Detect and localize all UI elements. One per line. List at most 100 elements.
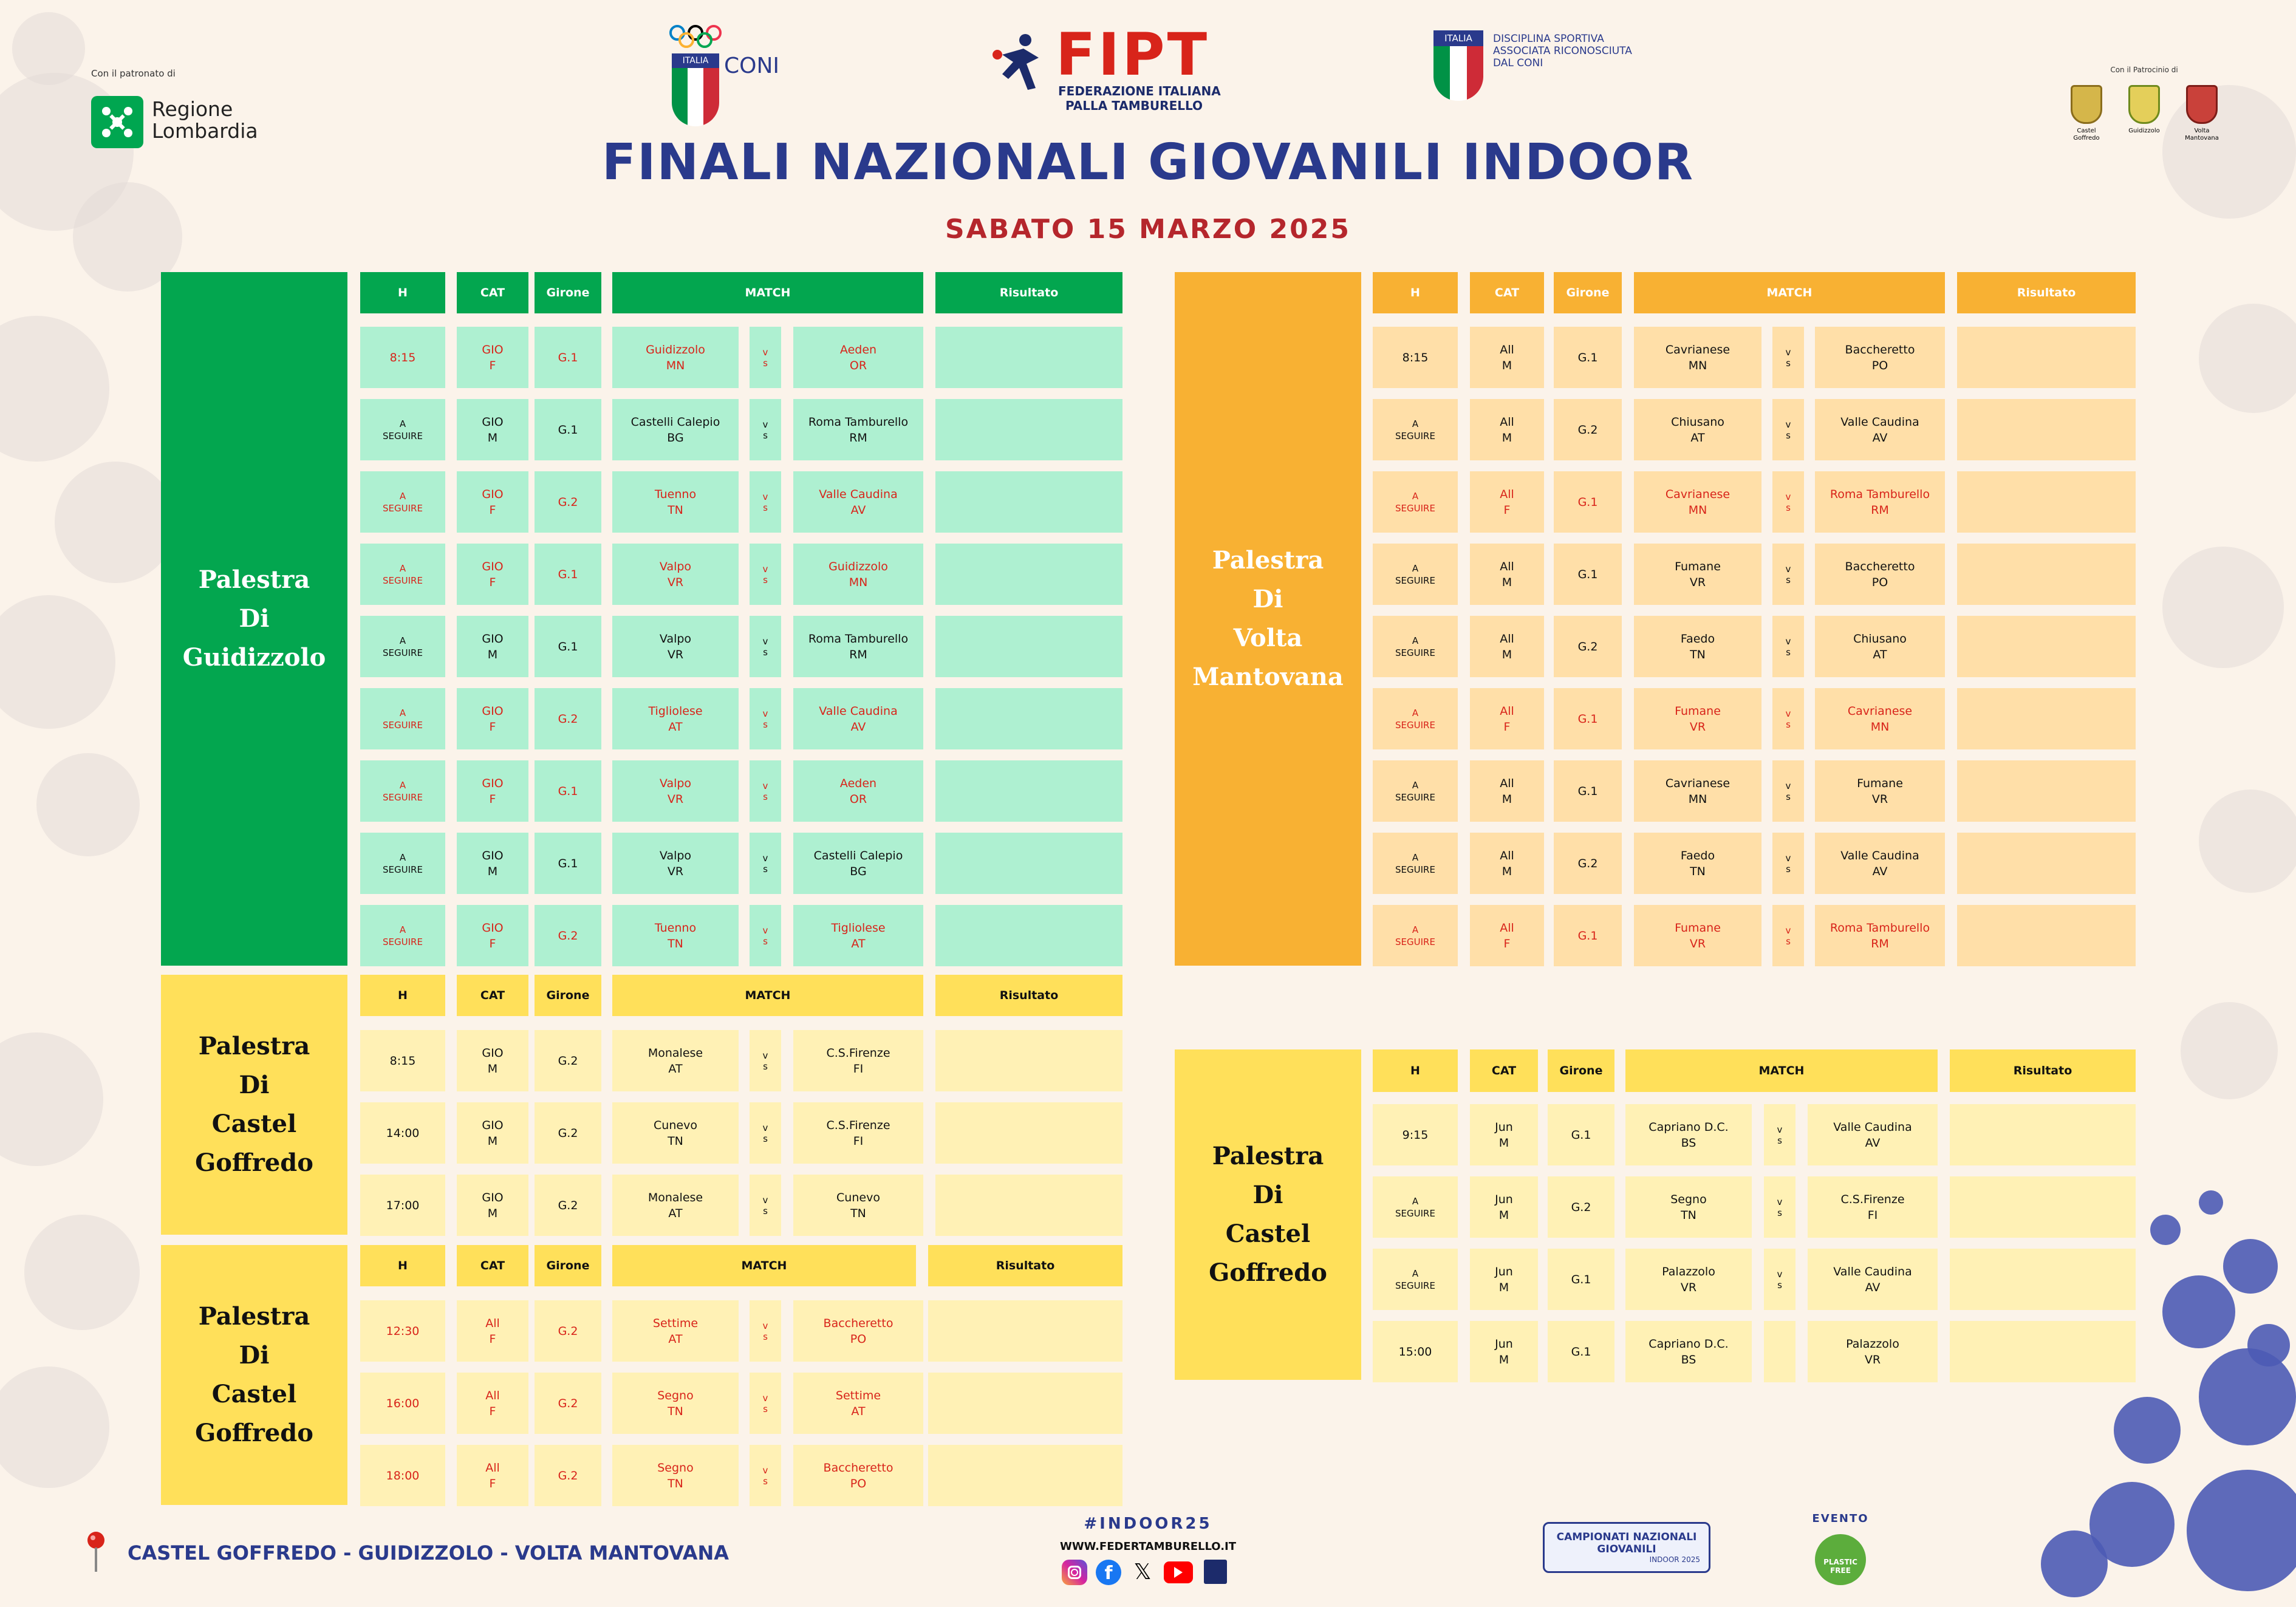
result-field[interactable] — [928, 1373, 1122, 1434]
match-h: A SEGUIRE — [1373, 905, 1458, 966]
result-field[interactable] — [935, 1102, 1122, 1164]
header-girone: Girone — [1548, 1049, 1614, 1092]
result-field[interactable] — [935, 1030, 1122, 1091]
olympic-rings-icon — [669, 25, 722, 48]
match-h: A SEGUIRE — [360, 471, 445, 533]
match-girone: G.2 — [535, 471, 601, 533]
result-field[interactable] — [935, 471, 1122, 533]
instagram-icon[interactable] — [1062, 1560, 1087, 1585]
result-field[interactable] — [935, 760, 1122, 822]
match-cat: All F — [1470, 471, 1544, 533]
match-girone: G.1 — [1554, 688, 1622, 749]
result-field[interactable] — [935, 688, 1122, 749]
fipt-small-icon[interactable] — [1204, 1560, 1227, 1584]
campionati-nazionali-badge: CAMPIONATI NAZIONALI GIOVANILI INDOOR 20… — [1543, 1522, 1710, 1573]
match-girone: G.2 — [535, 1445, 601, 1506]
result-field[interactable] — [1950, 1249, 2136, 1310]
match-a: Cavrianese MN — [1634, 327, 1761, 388]
match-h: 12:30 — [360, 1300, 445, 1362]
match-girone: G.1 — [535, 833, 601, 894]
coni-logo: ITALIA CONI — [668, 24, 779, 126]
match-a: Segno TN — [612, 1373, 739, 1434]
result-field[interactable] — [1957, 905, 2136, 966]
page-subtitle: SABATO 15 MARZO 2025 — [945, 214, 1351, 245]
header-risultato: Risultato — [935, 975, 1122, 1016]
website-link[interactable]: WWW.FEDERTAMBURELLO.IT — [1059, 1540, 1237, 1553]
result-field[interactable] — [1957, 616, 2136, 677]
match-girone: G.2 — [535, 905, 601, 966]
social-icons: f 𝕏 — [1062, 1560, 1227, 1585]
match-a: Fumane VR — [1634, 544, 1761, 605]
match-b: Roma Tamburello RM — [1815, 905, 1945, 966]
match-girone: G.2 — [1554, 399, 1622, 460]
match-cat: GIO M — [457, 1102, 528, 1164]
match-b: Baccheretto PO — [1815, 544, 1945, 605]
x-icon[interactable]: 𝕏 — [1133, 1560, 1152, 1585]
match-girone: G.1 — [1548, 1104, 1614, 1165]
result-field[interactable] — [1957, 399, 2136, 460]
disciplina-logo: ITALIA DISCIPLINA SPORTIVA ASSOCIATA RIC… — [1433, 30, 1632, 103]
header-cat: CAT — [1470, 272, 1544, 313]
result-field[interactable] — [1950, 1176, 2136, 1238]
header-girone: Girone — [535, 1245, 601, 1286]
match-b: Aeden OR — [793, 760, 923, 822]
match-cat: GIO F — [457, 327, 528, 388]
fipt-wordmark: FIPT — [1056, 21, 1210, 89]
header-match: MATCH — [1634, 272, 1945, 313]
result-field[interactable] — [1957, 327, 2136, 388]
match-b: Valle Caudina AV — [1808, 1249, 1938, 1310]
plastic-free-badge: PLASTIC FREE — [1815, 1534, 1866, 1585]
header-h: H — [1373, 1049, 1458, 1092]
match-a: Monalese AT — [612, 1030, 739, 1091]
patronato-label: Con il patronato di — [91, 68, 176, 79]
result-field[interactable] — [935, 544, 1122, 605]
result-field[interactable] — [935, 905, 1122, 966]
location-pin-icon — [85, 1530, 107, 1575]
vs-label — [1764, 1321, 1795, 1382]
evento-label: EVENTO — [1812, 1512, 1869, 1525]
match-h: A SEGUIRE — [1373, 1249, 1458, 1310]
result-field[interactable] — [1950, 1321, 2136, 1382]
match-cat: All F — [1470, 688, 1544, 749]
result-field[interactable] — [1957, 688, 2136, 749]
result-field[interactable] — [935, 399, 1122, 460]
match-a: Tuenno TN — [612, 471, 739, 533]
result-field[interactable] — [935, 1175, 1122, 1236]
result-field[interactable] — [1957, 760, 2136, 822]
match-b: C.S.Firenze FI — [793, 1102, 923, 1164]
result-field[interactable] — [935, 327, 1122, 388]
match-girone: G.1 — [1548, 1249, 1614, 1310]
header-cat: CAT — [457, 975, 528, 1016]
match-b: Guidizzolo MN — [793, 544, 923, 605]
header-h: H — [360, 975, 445, 1016]
match-h: 8:15 — [360, 1030, 445, 1091]
facebook-icon[interactable]: f — [1096, 1560, 1121, 1585]
youtube-icon[interactable] — [1164, 1561, 1193, 1583]
result-field[interactable] — [935, 833, 1122, 894]
match-b: Palazzolo VR — [1808, 1321, 1938, 1382]
match-girone: G.2 — [535, 688, 601, 749]
result-field[interactable] — [1957, 833, 2136, 894]
coat-of-arms-icon — [2128, 85, 2160, 124]
result-field[interactable] — [1957, 544, 2136, 605]
match-cat: GIO F — [457, 688, 528, 749]
result-field[interactable] — [935, 616, 1122, 677]
match-girone: G.1 — [535, 760, 601, 822]
match-h: 9:15 — [1373, 1104, 1458, 1165]
result-field[interactable] — [928, 1300, 1122, 1362]
result-field[interactable] — [1950, 1104, 2136, 1165]
match-h: A SEGUIRE — [1373, 471, 1458, 533]
result-field[interactable] — [1957, 471, 2136, 533]
header-h: H — [360, 1245, 445, 1286]
result-field[interactable] — [928, 1445, 1122, 1506]
match-cat: All M — [1470, 544, 1544, 605]
